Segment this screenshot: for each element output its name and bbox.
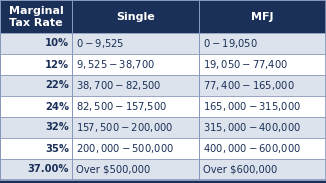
Bar bbox=[199, 54, 326, 75]
Bar bbox=[72, 138, 199, 159]
Text: Marginal
Tax Rate: Marginal Tax Rate bbox=[8, 5, 63, 27]
Text: $315,000-$400,000: $315,000-$400,000 bbox=[203, 121, 301, 134]
Text: 37.00%: 37.00% bbox=[27, 165, 69, 175]
Bar bbox=[0, 54, 72, 75]
Bar bbox=[72, 117, 199, 138]
Bar bbox=[72, 54, 199, 75]
Text: $19,050-$77,400: $19,050-$77,400 bbox=[203, 58, 288, 71]
Bar bbox=[72, 75, 199, 96]
Text: 24%: 24% bbox=[45, 102, 69, 111]
Bar bbox=[0, 96, 72, 117]
Text: MFJ: MFJ bbox=[251, 12, 274, 21]
Bar bbox=[72, 159, 199, 180]
Text: $9,525-$38,700: $9,525-$38,700 bbox=[76, 58, 155, 71]
Bar bbox=[0, 117, 72, 138]
Text: Over $600,000: Over $600,000 bbox=[203, 165, 277, 175]
Bar bbox=[199, 33, 326, 54]
Bar bbox=[0, 0, 72, 33]
Text: $165,000-$315,000: $165,000-$315,000 bbox=[203, 100, 301, 113]
Text: $0-$19,050: $0-$19,050 bbox=[203, 37, 258, 50]
Text: $38,700-$82,500: $38,700-$82,500 bbox=[76, 79, 161, 92]
Text: $157,500-$200,000: $157,500-$200,000 bbox=[76, 121, 173, 134]
Text: $82,500-$157,500: $82,500-$157,500 bbox=[76, 100, 167, 113]
Bar bbox=[199, 75, 326, 96]
Text: 12%: 12% bbox=[45, 59, 69, 70]
Text: 35%: 35% bbox=[45, 143, 69, 154]
Bar bbox=[0, 33, 72, 54]
Text: 32%: 32% bbox=[45, 122, 69, 132]
Bar bbox=[72, 0, 199, 33]
Bar bbox=[0, 75, 72, 96]
Bar bbox=[199, 138, 326, 159]
Bar bbox=[72, 33, 199, 54]
Bar bbox=[199, 159, 326, 180]
Text: $77,400-$165,000: $77,400-$165,000 bbox=[203, 79, 295, 92]
Bar bbox=[199, 0, 326, 33]
Text: $400,000-$600,000: $400,000-$600,000 bbox=[203, 142, 301, 155]
Text: $200,000-$500,000: $200,000-$500,000 bbox=[76, 142, 174, 155]
Text: 10%: 10% bbox=[45, 38, 69, 48]
Text: $0-$9,525: $0-$9,525 bbox=[76, 37, 125, 50]
Text: 22%: 22% bbox=[45, 81, 69, 91]
Bar bbox=[199, 117, 326, 138]
Text: Single: Single bbox=[116, 12, 155, 21]
Bar bbox=[0, 159, 72, 180]
Text: Over $500,000: Over $500,000 bbox=[76, 165, 150, 175]
Bar bbox=[199, 96, 326, 117]
Bar bbox=[72, 96, 199, 117]
Bar bbox=[0, 138, 72, 159]
